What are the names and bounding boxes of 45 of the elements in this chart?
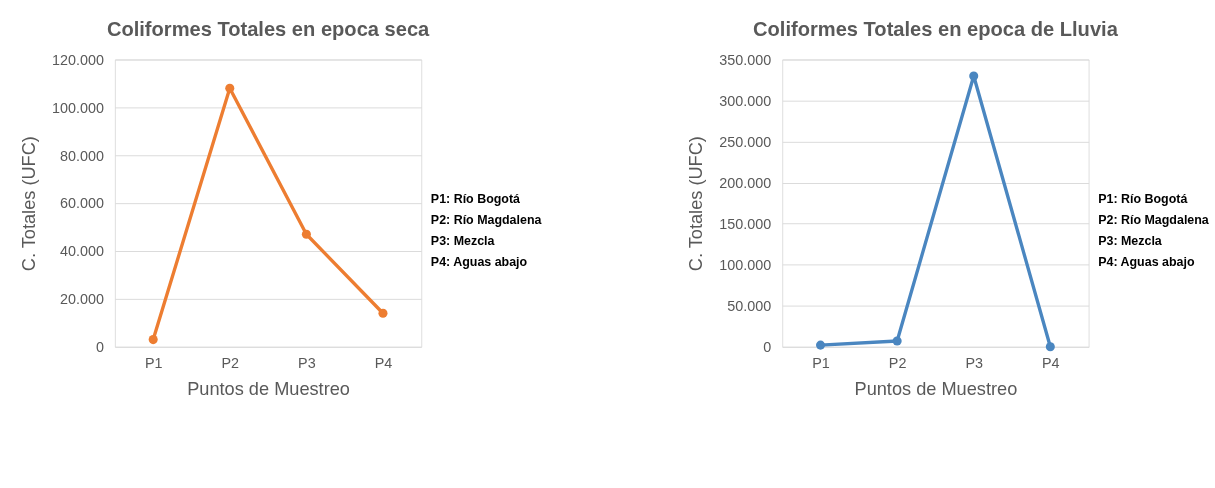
x-tick-label: P1 — [144, 355, 163, 372]
y-tick-label: 60.000 — [59, 195, 104, 212]
y-tick-label: 120.000 — [51, 51, 104, 68]
chart-title: Coliformes Totales en epoca seca — [106, 17, 431, 40]
y-tick-label: 0 — [95, 339, 104, 356]
x-tick-label: P1 — [812, 355, 830, 372]
point — [1045, 342, 1055, 352]
y-tick-label: 40.000 — [59, 243, 104, 260]
text: P1: Río Bogotá — [430, 192, 521, 207]
y-tick-label: 300.000 — [719, 92, 772, 109]
y-tick-label: 200.000 — [719, 174, 772, 191]
text: P3: Mezcla — [430, 234, 495, 249]
text: P2: Río Magdalena — [430, 213, 542, 228]
text: P3: Mezcla — [1098, 234, 1162, 249]
point — [148, 335, 158, 345]
y-tick-label: 150.000 — [719, 215, 772, 232]
x-axis-title: Puntos de Muestreo — [187, 379, 350, 400]
chart-title: Coliformes Totales en epoca de Lluvia — [753, 17, 1119, 40]
x-axis-title: Puntos de Muestreo — [854, 379, 1018, 400]
y-tick-label: 100.000 — [719, 256, 772, 273]
x-tick-label: P2 — [221, 355, 240, 372]
point — [378, 308, 388, 318]
x-tick-label: P3 — [965, 355, 983, 372]
y-tick-label: 100.000 — [51, 99, 104, 116]
y-tick-label: 0 — [763, 339, 772, 356]
point — [969, 71, 979, 81]
x-tick-label: P4 — [374, 355, 393, 372]
y-tick-label: 350.000 — [719, 51, 772, 68]
y-tick-label: 250.000 — [719, 133, 772, 150]
x-tick-label: P2 — [888, 355, 907, 372]
text: P4: Aguas abajo — [430, 255, 528, 270]
y-axis-title: C. Totales (UFC) — [686, 136, 707, 272]
text: P4: Aguas abajo — [1098, 255, 1195, 270]
text: P2: Río Magdalena — [1098, 213, 1209, 228]
y-tick-label: 80.000 — [59, 147, 104, 164]
point — [225, 83, 235, 93]
text: P1: Río Bogotá — [1098, 192, 1188, 207]
y-axis-title: C. Totales (UFC) — [18, 136, 39, 272]
point — [301, 229, 311, 239]
point — [815, 340, 826, 350]
x-tick-label: P3 — [298, 355, 316, 372]
point — [892, 336, 902, 346]
x-tick-label: P4 — [1042, 355, 1060, 372]
y-tick-label: 20.000 — [59, 291, 104, 308]
y-tick-label: 50.000 — [727, 298, 772, 314]
